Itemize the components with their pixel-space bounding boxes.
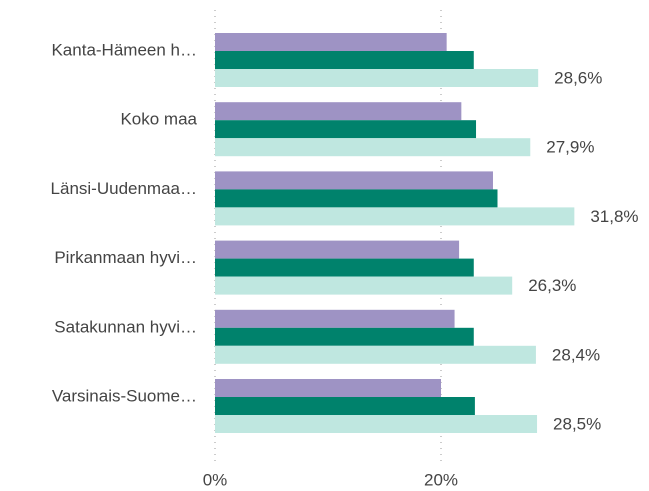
bar [215,327,474,346]
category-label: Pirkanmaan hyvi… [54,248,197,267]
bar [215,51,474,69]
category-label: Varsinais-Suome… [52,386,197,405]
value-label: 28,6% [554,68,602,87]
category-label: Kanta-Hämeen h… [51,40,197,59]
bar [215,138,531,157]
bar [215,397,475,415]
value-label: 27,9% [546,138,594,157]
bar [215,240,460,259]
bar [215,33,447,51]
x-tick-label: 0% [203,470,228,489]
bar [215,345,536,364]
value-label: 31,8% [590,207,638,226]
category-label: Koko maa [120,110,197,129]
bar [215,309,455,328]
value-label: 28,4% [552,345,600,364]
category-label: Länsi-Uudenmaa… [51,179,197,198]
bar [215,189,498,208]
bar [215,415,538,433]
category-label: Satakunnan hyvi… [54,317,197,336]
x-tick-label: 20% [424,470,458,489]
bar [215,171,493,190]
bar [215,69,539,87]
bar [215,258,474,277]
bar [215,276,513,295]
value-label: 26,3% [528,276,576,295]
bar [215,207,575,226]
value-label: 28,5% [553,414,601,433]
bar [215,379,441,397]
bar [215,120,477,139]
bar [215,102,462,121]
